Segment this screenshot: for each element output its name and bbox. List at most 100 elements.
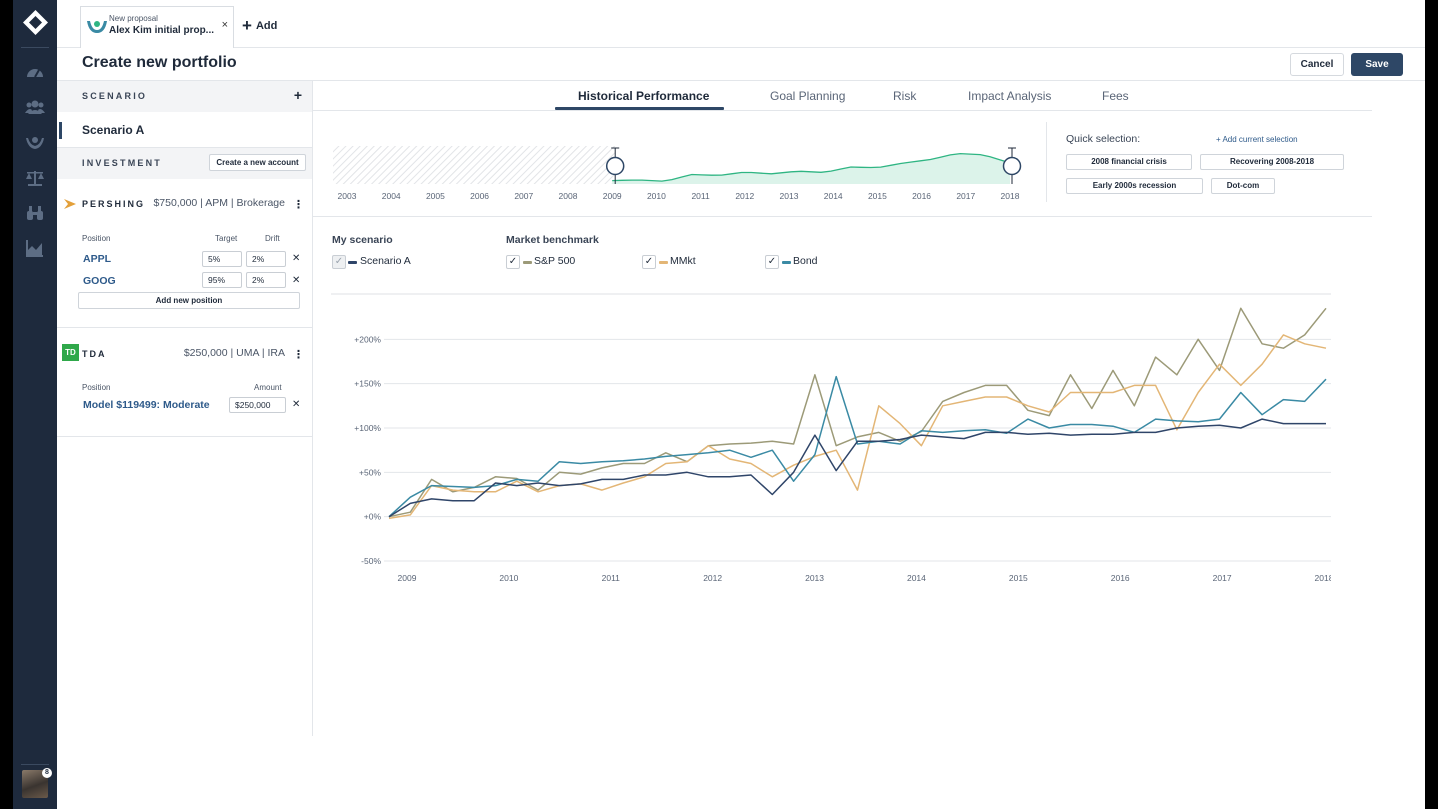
investment-section-header: INVESTMENT Create a new account — [57, 148, 312, 179]
tda-logo: TD — [62, 344, 79, 361]
range-year-label: 2006 — [470, 191, 489, 201]
tab-impact-analysis[interactable]: Impact Analysis — [968, 89, 1052, 103]
compliance-scale-icon[interactable] — [25, 168, 45, 188]
mmkt-swatch — [659, 261, 668, 264]
tab-fees[interactable]: Fees — [1102, 89, 1129, 103]
y-tick-label: -50% — [361, 556, 381, 566]
account-info: $750,000 | APM | Brokerage — [153, 197, 285, 209]
excluded-range — [333, 146, 616, 184]
panel-divider — [1046, 122, 1047, 202]
x-tick-label: 2011 — [602, 573, 621, 583]
plus-icon: + — [242, 16, 252, 35]
bond-checkbox[interactable]: ✓ — [765, 255, 779, 269]
market-benchmark-heading: Market benchmark — [506, 234, 599, 246]
x-tick-label: 2009 — [398, 573, 417, 583]
account-menu-icon[interactable]: ⋮ — [293, 349, 304, 361]
cancel-button[interactable]: Cancel — [1290, 53, 1344, 76]
tabs-divider — [313, 110, 1372, 111]
range-year-label: 2012 — [735, 191, 754, 201]
mmkt-label: MMkt — [670, 255, 696, 267]
add-position-button[interactable]: Add new position — [78, 292, 300, 309]
create-account-button[interactable]: Create a new account — [209, 154, 306, 171]
position-column-label: Position — [82, 234, 111, 243]
range-year-label: 2010 — [647, 191, 666, 201]
scenario-item[interactable]: Scenario A — [57, 112, 312, 148]
range-year-label: 2015 — [868, 191, 887, 201]
remove-position-icon[interactable]: ✕ — [292, 275, 301, 286]
x-tick-label: 2016 — [1111, 573, 1130, 583]
x-tick-label: 2013 — [805, 573, 824, 583]
quick-option-button[interactable]: Dot-com — [1211, 178, 1275, 194]
range-start-handle — [605, 156, 625, 176]
app-frame: 8 New proposal Alex Kim initial prop... … — [13, 0, 1425, 809]
series-line-scenario-a — [388, 418, 1326, 518]
quick-option-button[interactable]: Early 2000s recession — [1066, 178, 1203, 194]
add-scenario-icon[interactable]: + — [293, 87, 302, 103]
proposal-tab[interactable]: New proposal Alex Kim initial prop... × — [80, 6, 234, 48]
date-range-selector[interactable]: 2003 2004 2005 2006 2007 2008 2009 2010 2011 2012… — [323, 140, 1033, 206]
left-nav-rail: 8 — [13, 0, 57, 809]
quick-selection-title: Quick selection: — [1066, 133, 1141, 145]
drift-input[interactable]: 2% — [246, 251, 286, 267]
range-year-label: 2011 — [691, 191, 710, 201]
bond-label: Bond — [793, 255, 818, 267]
research-binoculars-icon[interactable] — [25, 203, 45, 223]
position-column-label: Position — [82, 383, 111, 392]
selected-range-line — [612, 152, 1011, 182]
scenario-section-header: SCENARIO + — [57, 81, 312, 112]
sp500-label: S&P 500 — [534, 255, 576, 267]
selected-range-area — [612, 153, 1010, 184]
add-tab-button[interactable]: + Add — [242, 16, 277, 36]
range-year-label: 2018 — [1001, 191, 1020, 201]
scenario-heading: SCENARIO — [82, 91, 148, 101]
drift-input[interactable]: 2% — [246, 272, 286, 288]
y-tick-label: +100% — [354, 423, 381, 433]
quick-option-button[interactable]: Recovering 2008-2018 — [1200, 154, 1344, 170]
scenario-a-swatch — [348, 261, 357, 264]
y-tick-label: +0% — [364, 512, 382, 522]
account-menu-icon[interactable]: ⋮ — [293, 199, 304, 211]
dashboard-gauge-icon[interactable] — [25, 62, 45, 82]
tab-risk[interactable]: Risk — [893, 89, 917, 103]
target-input[interactable]: 5% — [202, 251, 242, 267]
notification-badge: 8 — [42, 768, 52, 778]
sp500-checkbox[interactable]: ✓ — [506, 255, 520, 269]
position-symbol[interactable]: GOOG — [83, 275, 116, 287]
mmkt-checkbox[interactable]: ✓ — [642, 255, 656, 269]
remove-position-icon[interactable]: ✕ — [292, 399, 301, 410]
range-year-label: 2004 — [382, 191, 401, 201]
y-tick-label: +50% — [359, 467, 381, 477]
active-tab-indicator — [555, 107, 724, 110]
user-avatar[interactable]: 8 — [22, 768, 52, 798]
x-tick-label: 2015 — [1009, 573, 1028, 583]
remove-position-icon[interactable]: ✕ — [292, 253, 301, 264]
x-tick-label: 2010 — [499, 573, 518, 583]
amount-input[interactable]: $250,000 — [229, 397, 286, 413]
close-tab-icon[interactable]: × — [221, 19, 228, 31]
position-model[interactable]: Model $119499: Moderate — [83, 399, 210, 411]
position-symbol[interactable]: APPL — [83, 253, 112, 265]
portfolio-sidebar: SCENARIO + Scenario A INVESTMENT Create … — [57, 81, 313, 736]
y-tick-label: +200% — [354, 334, 381, 344]
reports-area-chart-icon[interactable] — [25, 238, 45, 258]
proposals-hands-icon[interactable] — [25, 132, 45, 152]
scenario-a-checkbox[interactable]: ✓ — [332, 255, 346, 269]
scenario-name: Scenario A — [82, 123, 145, 137]
tab-goal-planning[interactable]: Goal Planning — [770, 89, 846, 103]
target-input[interactable]: 95% — [202, 272, 242, 288]
x-tick-label: 2012 — [703, 573, 722, 583]
logo-diamond-icon[interactable] — [23, 10, 48, 35]
range-year-label: 2016 — [912, 191, 931, 201]
save-button[interactable]: Save — [1351, 53, 1403, 76]
scenario-a-label: Scenario A — [360, 255, 411, 267]
quick-option-button[interactable]: 2008 financial crisis — [1066, 154, 1192, 170]
x-tick-label: 2017 — [1213, 573, 1232, 583]
range-end-handle — [1002, 156, 1022, 176]
add-current-selection-link[interactable]: + Add current selection — [1216, 135, 1298, 144]
account-info: $250,000 | UMA | IRA — [183, 347, 285, 359]
tab-subtitle: New proposal — [109, 14, 158, 23]
tab-title: Alex Kim initial prop... — [109, 25, 215, 36]
users-icon[interactable] — [25, 97, 45, 117]
x-tick-label: 2018 — [1315, 573, 1331, 583]
tab-historical-performance[interactable]: Historical Performance — [578, 89, 710, 103]
